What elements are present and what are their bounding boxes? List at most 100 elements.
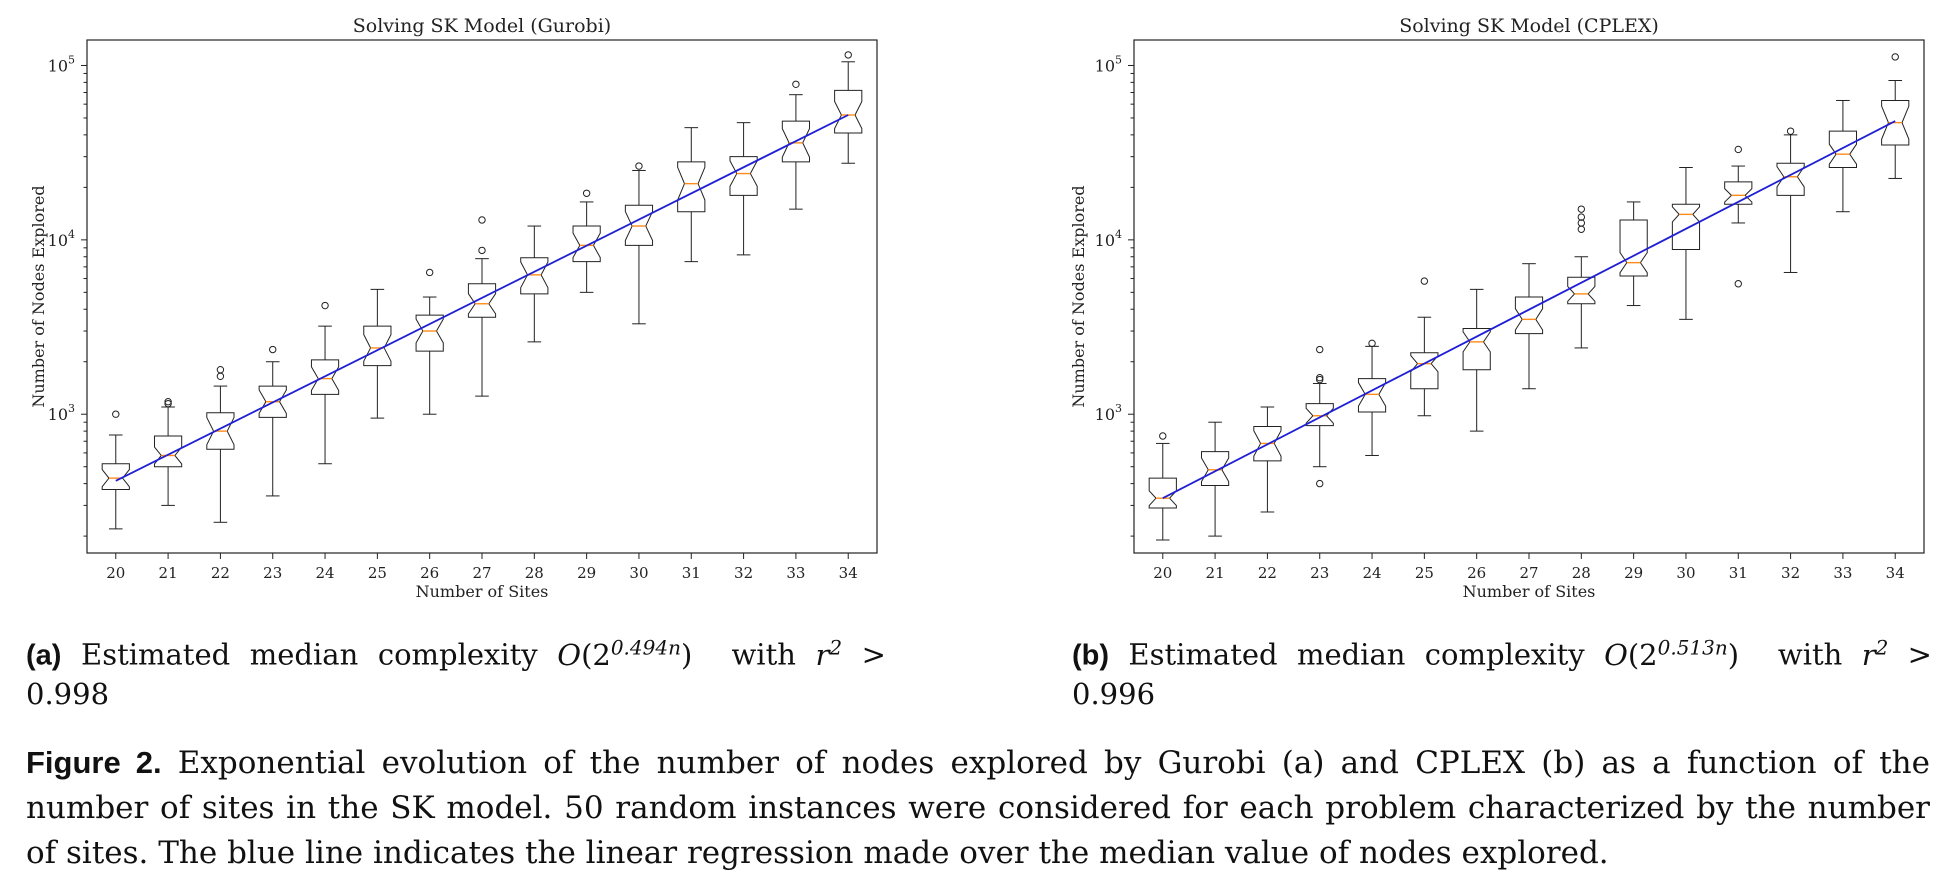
flier-point	[425, 268, 434, 277]
figure-caption-label: Figure 2.	[26, 745, 162, 780]
box-body	[781, 120, 811, 163]
box-body	[1724, 181, 1753, 205]
box-26	[415, 268, 444, 415]
x-tick-label: 27	[1519, 564, 1538, 582]
box-24	[310, 301, 340, 465]
y-tick-label: 105	[48, 53, 75, 75]
x-tick-label: 23	[1310, 564, 1329, 582]
x-tick-label: 25	[368, 564, 387, 582]
box-body	[153, 435, 183, 468]
subcaption-b-formula: O(20.513n)	[1604, 635, 1740, 672]
flier-point	[1159, 432, 1167, 440]
figure-caption-text: Exponential evolution of the number of n…	[26, 745, 1930, 871]
box-body	[1200, 451, 1230, 487]
box-25	[363, 288, 392, 419]
flier-point	[216, 366, 225, 374]
flier-point	[321, 301, 329, 310]
box-27	[1514, 263, 1544, 390]
x-tick-label: 31	[1729, 564, 1748, 582]
x-tick-label: 23	[263, 564, 282, 582]
box-30	[1671, 166, 1701, 320]
subcaption-b-r2: r2	[1861, 635, 1889, 672]
box-body	[1357, 378, 1387, 413]
subcaption-b-tail: > 0.996	[1072, 637, 1932, 711]
box-33	[781, 80, 811, 210]
box-body	[467, 283, 497, 318]
x-tick-label: 32	[1781, 564, 1800, 582]
x-axis-label: Number of Sites	[416, 582, 549, 601]
subcaption-b: (b) Estimated median complexity O(20.513…	[1072, 628, 1932, 713]
box-body	[1671, 203, 1701, 251]
flier-point	[1316, 345, 1324, 354]
box-body	[1514, 296, 1544, 335]
box-body	[1828, 130, 1858, 168]
flier-point	[1316, 375, 1324, 384]
plot-frame	[86, 39, 878, 554]
flier-point	[1786, 127, 1795, 135]
box-30	[624, 162, 654, 325]
box-34	[1881, 53, 1910, 179]
box-body	[624, 204, 654, 246]
box-31	[677, 127, 706, 263]
box-body	[729, 156, 758, 196]
subcaption-a-text: Estimated median complexity	[61, 637, 558, 672]
box-27	[467, 216, 497, 397]
x-tick-label: 34	[1886, 564, 1905, 582]
flier-point	[1316, 479, 1324, 488]
box-body	[310, 359, 340, 395]
box-33	[1828, 99, 1858, 213]
x-tick-label: 21	[159, 564, 178, 582]
x-tick-label: 34	[839, 564, 858, 582]
subcaption-a-tail: > 0.998	[26, 637, 886, 711]
flier-point	[1577, 205, 1586, 213]
x-tick-label: 28	[1572, 564, 1591, 582]
y-axis-label: Number of Nodes Explored	[29, 185, 48, 407]
box-32	[1776, 127, 1805, 273]
flier-point	[112, 410, 120, 418]
x-tick-label: 33	[1833, 564, 1852, 582]
x-tick-label: 31	[682, 564, 701, 582]
x-tick-label: 24	[1362, 564, 1381, 582]
flier-point	[1734, 145, 1742, 154]
subcaption-b-text: Estimated median complexity	[1109, 637, 1605, 672]
flier-point	[1577, 225, 1586, 233]
y-axis-label: Number of Nodes Explored	[1069, 185, 1088, 407]
box-body	[1567, 276, 1596, 305]
x-tick-label: 20	[1153, 564, 1172, 582]
y-tick-label: 104	[48, 228, 75, 250]
box-body	[258, 385, 287, 418]
box-21	[1200, 421, 1230, 537]
box-body	[206, 412, 235, 450]
box-26	[1462, 288, 1491, 432]
box-body	[415, 314, 444, 352]
box-body	[1619, 219, 1648, 277]
x-tick-label: 22	[1258, 564, 1277, 582]
flier-point	[792, 80, 800, 88]
box-22	[1253, 406, 1282, 513]
flier-point	[582, 189, 591, 197]
flier-point	[478, 216, 486, 224]
box-body	[1462, 328, 1491, 371]
chart-cplex: Solving SK Model (CPLEX) Number of Sites N…	[1069, 15, 1925, 601]
box-21	[153, 397, 183, 506]
regression-line	[1162, 120, 1896, 499]
subcaption-a-r2: r2	[815, 635, 843, 672]
x-tick-label: 30	[629, 564, 648, 582]
x-tick-label: 21	[1206, 564, 1225, 582]
subcaption-b-with: with	[1739, 637, 1862, 672]
flier-point	[1577, 219, 1586, 227]
box-29	[1619, 201, 1648, 307]
flier-point	[1420, 277, 1429, 285]
box-25	[1410, 277, 1439, 417]
flier-point	[1368, 339, 1376, 348]
subcaption-a-with: with	[692, 637, 816, 672]
flier-point	[1577, 213, 1586, 221]
y-tick-label: 105	[1095, 53, 1122, 75]
subcaption-a: (a) Estimated median complexity O(20.494…	[26, 628, 886, 713]
box-body	[1881, 99, 1910, 146]
box-23	[258, 345, 287, 497]
flier-point	[635, 162, 643, 170]
flier-point	[164, 397, 172, 406]
y-tick-label: 103	[1095, 402, 1122, 424]
x-tick-label: 25	[1415, 564, 1434, 582]
